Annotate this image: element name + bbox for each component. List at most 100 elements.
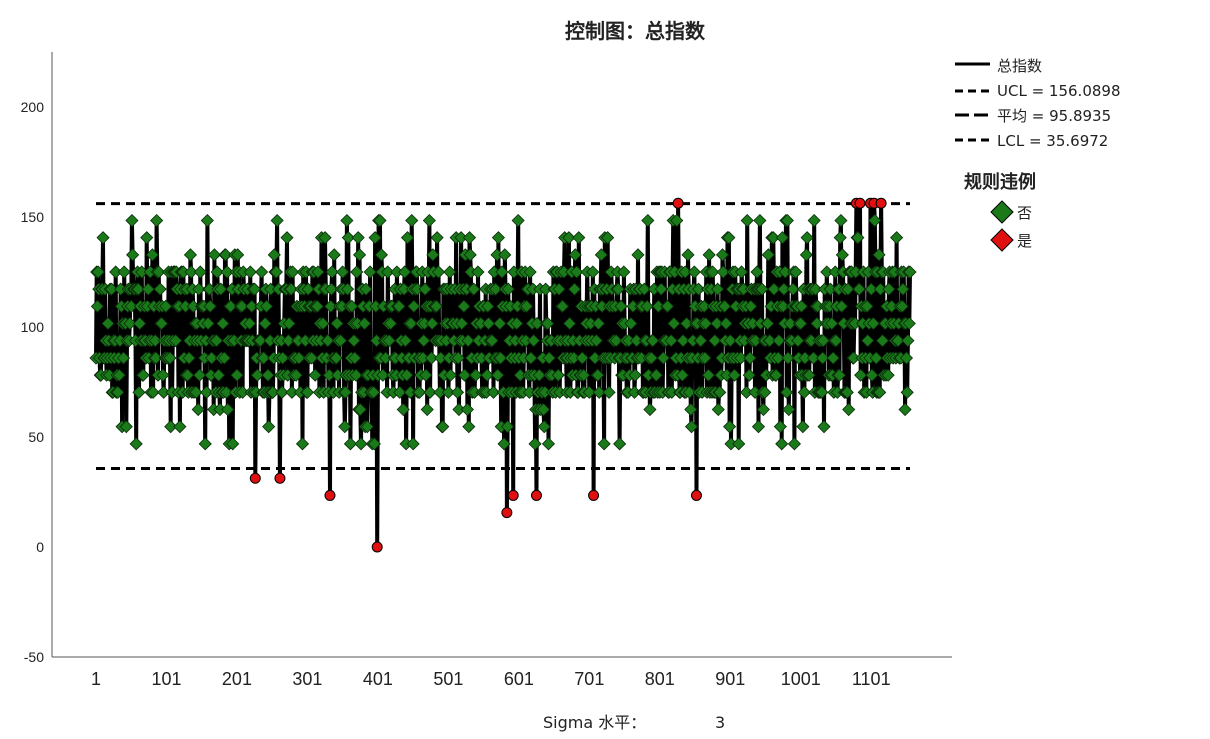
- legend-no-label: 否: [1017, 204, 1032, 222]
- data-point: [751, 420, 766, 434]
- data-point: [864, 282, 878, 296]
- data-point: [873, 385, 887, 399]
- data-point: [184, 265, 198, 279]
- data-point: [640, 299, 654, 313]
- data-point: [219, 385, 233, 399]
- data-point: [212, 368, 226, 382]
- violation-point: [690, 489, 702, 501]
- data-point: [684, 402, 698, 417]
- data-point: [835, 248, 849, 262]
- data-point: [835, 299, 849, 313]
- data-point: [443, 265, 457, 279]
- data-point: [722, 231, 736, 245]
- data-point: [791, 334, 805, 348]
- violation-point: [249, 472, 261, 484]
- data-point: [771, 351, 785, 365]
- data-point: [462, 420, 476, 434]
- data-point: [156, 368, 170, 382]
- data-point: [343, 437, 357, 451]
- data-point: [614, 299, 628, 313]
- data-point: [713, 385, 727, 399]
- data-point: [327, 248, 341, 262]
- data-point: [209, 334, 224, 348]
- data-point: [338, 385, 353, 399]
- data-point: [532, 368, 546, 382]
- data-point: [802, 368, 816, 382]
- data-point: [493, 316, 507, 331]
- data-point: [116, 351, 131, 365]
- data-point: [643, 402, 657, 417]
- data-point: [829, 334, 843, 348]
- data-point: [281, 334, 295, 348]
- legend-ucl-label: UCL = 156.0898: [997, 82, 1121, 100]
- data-point: [193, 265, 207, 279]
- data-point: [140, 231, 154, 245]
- data-point: [861, 334, 875, 348]
- data-point: [324, 299, 338, 313]
- data-point: [305, 351, 319, 365]
- data-point: [250, 368, 264, 382]
- data-point: [376, 368, 390, 382]
- data-point: [816, 351, 830, 365]
- data-point: [555, 299, 570, 313]
- x-tick-label: 301: [292, 669, 322, 689]
- data-point: [384, 316, 398, 331]
- data-point: [842, 402, 856, 417]
- data-point: [589, 334, 603, 348]
- data-point: [523, 265, 537, 279]
- data-point: [132, 385, 146, 399]
- data-point: [841, 282, 855, 296]
- y-tick-label: 150: [21, 209, 45, 225]
- data-point: [333, 334, 348, 348]
- data-point: [744, 299, 758, 313]
- data-point: [687, 265, 701, 279]
- data-point: [280, 231, 294, 245]
- data-point: [418, 282, 432, 296]
- data-point: [527, 334, 541, 348]
- data-point: [318, 231, 332, 245]
- data-point: [340, 213, 354, 228]
- data-point: [832, 368, 847, 382]
- data-point: [592, 385, 606, 399]
- data-point: [808, 282, 823, 296]
- data-point: [710, 316, 724, 331]
- data-point: [203, 299, 217, 313]
- data-point: [248, 282, 262, 296]
- data-point: [563, 316, 577, 331]
- data-point: [524, 351, 538, 365]
- data-point: [734, 265, 749, 279]
- red-diamond-icon: [990, 228, 1014, 252]
- data-point: [90, 299, 104, 313]
- data-point: [214, 282, 228, 296]
- data-point: [493, 351, 508, 365]
- data-point: [173, 420, 187, 434]
- legend-yes-label: 是: [1017, 232, 1032, 250]
- data-point: [681, 248, 695, 262]
- data-point: [426, 248, 440, 262]
- data-point: [898, 402, 912, 417]
- data-point: [463, 248, 477, 262]
- data-point: [497, 437, 511, 451]
- data-point: [766, 231, 780, 245]
- data-point: [419, 368, 433, 382]
- data-point: [330, 316, 344, 331]
- data-point: [422, 213, 436, 228]
- legend-item-lcl: LCL = 35.6972: [955, 132, 1108, 150]
- data-point: [338, 420, 352, 434]
- data-point: [164, 420, 178, 434]
- data-point: [486, 385, 501, 399]
- data-point: [226, 437, 240, 451]
- violation-point: [324, 489, 336, 501]
- violation-point: [588, 489, 600, 501]
- data-point: [220, 265, 234, 279]
- data-point: [441, 385, 455, 399]
- data-point: [101, 316, 115, 331]
- data-point: [562, 231, 576, 245]
- data-point: [697, 299, 711, 313]
- data-point: [869, 351, 883, 365]
- data-point: [351, 231, 365, 245]
- data-point: [649, 368, 663, 382]
- data-point: [896, 282, 910, 296]
- data-point: [124, 299, 138, 313]
- data-point: [753, 213, 767, 228]
